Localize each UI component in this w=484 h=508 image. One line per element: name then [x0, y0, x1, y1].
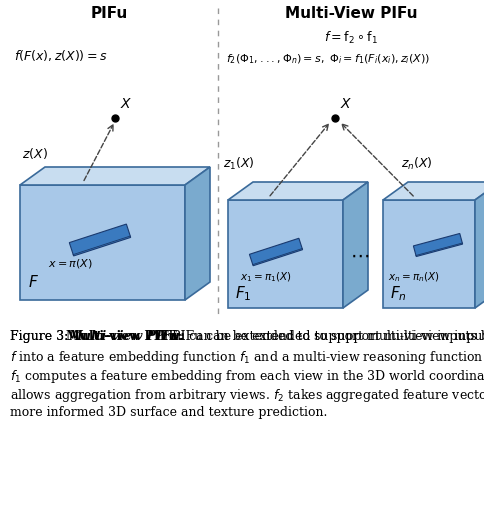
Polygon shape: [413, 234, 463, 257]
Text: $x = \pi(X)$: $x = \pi(X)$: [48, 258, 92, 270]
Text: Multi-View PIFu: Multi-View PIFu: [285, 6, 417, 21]
Text: $X$: $X$: [340, 97, 352, 111]
Polygon shape: [249, 238, 302, 266]
Text: $F_n$: $F_n$: [390, 284, 407, 303]
Polygon shape: [69, 224, 131, 256]
Text: $z_1(X)$: $z_1(X)$: [223, 156, 255, 172]
Text: PIFu: PIFu: [91, 6, 128, 21]
Text: $F$: $F$: [28, 274, 39, 290]
Polygon shape: [343, 182, 368, 308]
Text: $F_1$: $F_1$: [235, 284, 252, 303]
Text: allows aggregation from arbitrary views. $f_2$ takes aggregated feature vector t: allows aggregation from arbitrary views.…: [10, 387, 484, 404]
Text: $f_1$ computes a feature embedding from each view in the 3D world coordinate sys: $f_1$ computes a feature embedding from …: [10, 368, 484, 385]
Text: $f(F(x), z(X)) = s$: $f(F(x), z(X)) = s$: [14, 48, 107, 63]
Text: $z(X)$: $z(X)$: [22, 146, 48, 161]
Text: $\cdots$: $\cdots$: [350, 245, 370, 265]
Polygon shape: [475, 182, 484, 308]
Text: Figure 3:: Figure 3:: [10, 330, 68, 343]
Polygon shape: [185, 167, 210, 300]
Text: $f$ into a feature embedding function $f_1$ and a multi-view reasoning function : $f$ into a feature embedding function $f…: [10, 349, 484, 366]
Text: $f = \mathrm{f}_2 \circ \mathrm{f}_1$: $f = \mathrm{f}_2 \circ \mathrm{f}_1$: [324, 30, 378, 46]
Text: Multi-view PIFu:: Multi-view PIFu:: [68, 330, 184, 343]
Polygon shape: [228, 182, 368, 200]
Text: more informed 3D surface and texture prediction.: more informed 3D surface and texture pre…: [10, 406, 327, 419]
Text: $x_n = \pi_n(X)$: $x_n = \pi_n(X)$: [388, 270, 439, 284]
Polygon shape: [383, 200, 475, 308]
Text: $f_2(\Phi_1, ..., \Phi_n) = s,\ \Phi_i = f_1(F_i(x_i), z_i(X))$: $f_2(\Phi_1, ..., \Phi_n) = s,\ \Phi_i =…: [226, 52, 430, 66]
Text: $z_n(X)$: $z_n(X)$: [401, 156, 433, 172]
Text: $X$: $X$: [120, 97, 132, 111]
Text: Multi-view PIFu:: Multi-view PIFu:: [66, 330, 182, 343]
Text: $x_1 = \pi_1(X)$: $x_1 = \pi_1(X)$: [240, 270, 291, 284]
Text: Figure 3:: Figure 3:: [10, 330, 68, 343]
Polygon shape: [20, 167, 210, 185]
Polygon shape: [228, 200, 343, 308]
Text: PIFu can be extended to support multi-view inputs by decomposing implicit functi: PIFu can be extended to support multi-vi…: [172, 330, 484, 343]
Polygon shape: [20, 185, 185, 300]
Polygon shape: [383, 182, 484, 200]
Text: PIFu can be extended to support multi-view inputs by decomposing implicit functi: PIFu can be extended to support multi-vi…: [155, 330, 484, 343]
